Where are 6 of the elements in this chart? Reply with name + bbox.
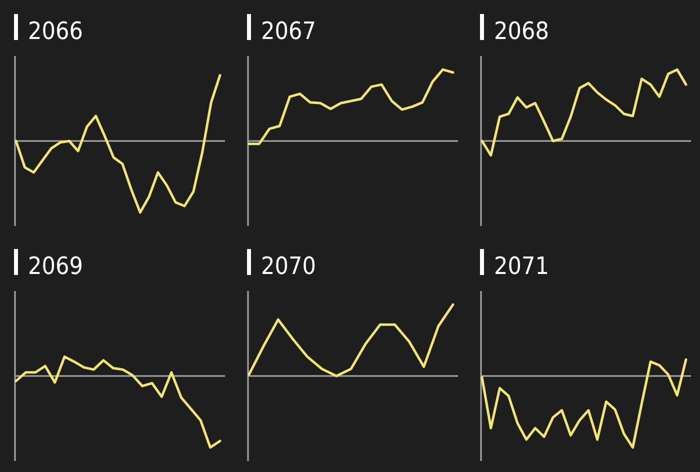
chart-title: 2069 bbox=[28, 252, 83, 280]
chart-title: 2067 bbox=[261, 17, 316, 45]
chart-title: 2068 bbox=[494, 17, 549, 45]
chart-title: 2066 bbox=[28, 17, 83, 45]
chart-title: 2070 bbox=[261, 252, 316, 280]
chart-title: 2071 bbox=[494, 252, 549, 280]
